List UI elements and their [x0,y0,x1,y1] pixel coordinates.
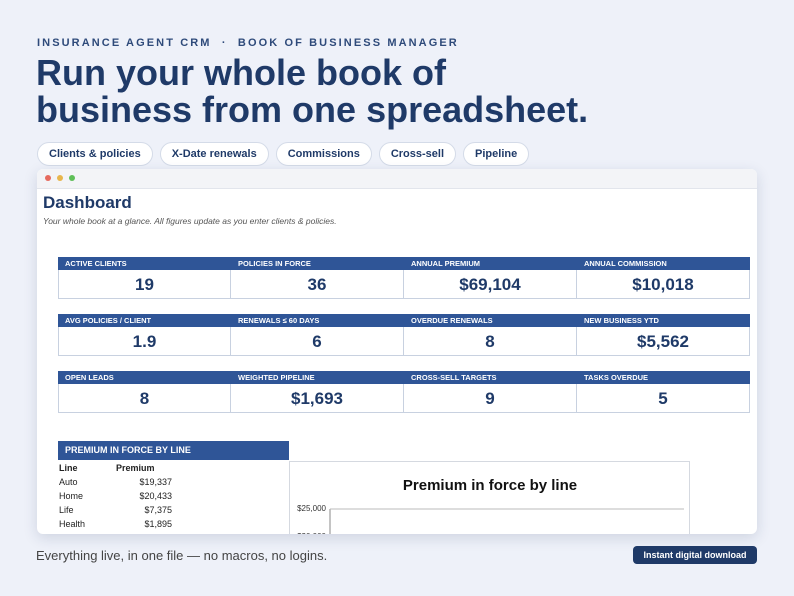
chart-title: Premium in force by line [403,477,577,494]
kpi-label: AVG POLICIES / CLIENT [58,314,231,327]
kpi-value: 36 [231,270,404,299]
kpi-label: OVERDUE RENEWALS [404,314,577,327]
column-header: Line [59,463,78,473]
dashboard-subtitle: Your whole book at a glance. All figures… [43,216,337,226]
eyebrow: INSURANCE AGENT CRM · BOOK OF BUSINESS M… [37,37,459,49]
chart-box: Premium in force by line $25,000 $20,000 [289,461,690,534]
kpi-label: TASKS OVERDUE [577,371,750,384]
premium-cell: $1,895 [144,519,172,529]
kpi-label: RENEWALS ≤ 60 DAYS [231,314,404,327]
tab[interactable]: Pipeline [463,142,530,166]
y-tick-label: $20,000 [297,532,326,534]
kpi-value: 5 [577,384,750,413]
kpi-value: 8 [404,327,577,356]
kpi-value: $69,104 [404,270,577,299]
min-dot [57,175,63,181]
kpi-value: $5,562 [577,327,750,356]
max-dot [69,175,75,181]
headline: Run your whole book of business from one… [36,54,588,128]
tabs: Clients & policies X-Date renewals Commiss… [37,142,530,166]
kpi-label: ANNUAL COMMISSION [577,257,750,270]
tab[interactable]: Cross-sell [378,142,457,166]
premium-cell: $19,337 [139,477,172,487]
line-cell: Home [59,491,84,501]
kpi-label: NEW BUSINESS YTD [577,314,750,327]
kpi-value: $1,693 [231,384,404,413]
kpi-value: 9 [404,384,577,413]
tagline: Everything live, in one file — no macros… [36,548,328,563]
kpi-value: 8 [58,384,231,413]
kpi-label: ACTIVE CLIENTS [58,257,231,270]
kpi-label: WEIGHTED PIPELINE [231,371,404,384]
line-cell: Auto [59,477,78,487]
kpi-label: CROSS-SELL TARGETS [404,371,577,384]
kpi-value: $10,018 [577,270,750,299]
line-cell: Life [59,505,74,515]
tab[interactable]: X-Date renewals [159,142,269,166]
kpi-value: 1.9 [58,327,231,356]
table-title: PREMIUM IN FORCE BY LINE [58,441,289,460]
title-bar [37,169,757,189]
kpi-value: 19 [58,270,231,299]
download-button[interactable]: Instant digital download [633,546,757,564]
premium-cell: $7,375 [144,505,172,515]
tab[interactable]: Clients & policies [37,142,153,166]
kpi-label: ANNUAL PREMIUM [404,257,577,270]
y-tick-label: $25,000 [297,504,326,513]
chart: Premium in force by line $25,000 $20,000 [297,477,684,534]
spreadsheet-window: Dashboard Your whole book at a glance. A… [37,169,757,534]
close-dot [45,175,51,181]
kpi-value: 6 [231,327,404,356]
tab[interactable]: Commissions [275,142,372,166]
premium-cell: $20,433 [139,491,172,501]
kpi-label: OPEN LEADS [58,371,231,384]
dashboard-title: Dashboard [43,193,132,212]
line-cell: Health [59,519,86,529]
kpi-label: POLICIES IN FORCE [231,257,404,270]
headline-line: Run your whole book of [36,52,446,93]
headline-line: business from one spreadsheet. [36,89,589,130]
column-header: Premium [116,463,155,473]
